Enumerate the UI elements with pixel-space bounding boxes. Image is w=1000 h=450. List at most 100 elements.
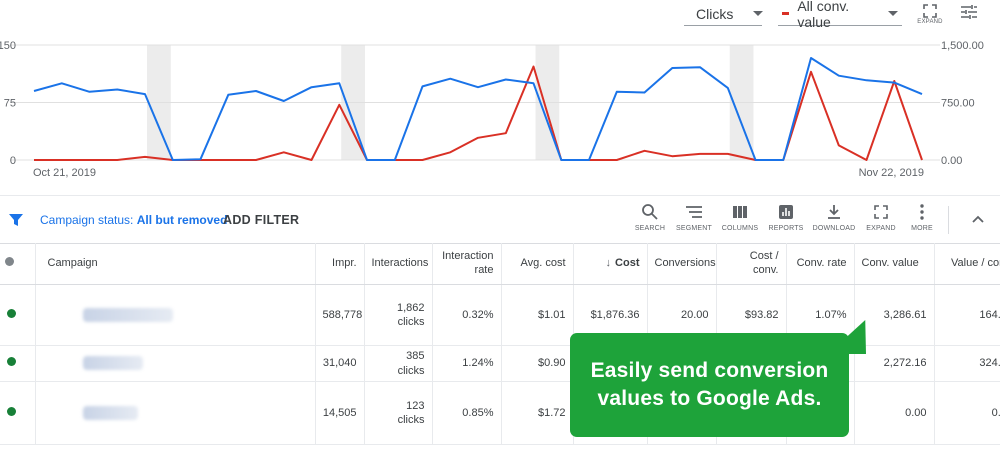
- toolbar-divider: [948, 206, 949, 234]
- avg-cost-cell: $0.90: [501, 345, 574, 382]
- secondary-metric-swatch: [782, 12, 790, 15]
- redacted-campaign-name: [82, 405, 138, 420]
- interactions-cell: 123 clicks: [364, 381, 433, 445]
- interactions-cell: 1,862 clicks: [364, 284, 433, 346]
- y-right-tick-label: 750.00: [941, 98, 975, 110]
- segment-icon: [686, 206, 702, 218]
- download-button[interactable]: DOWNLOAD: [812, 203, 856, 239]
- primary-metric-label: Clicks: [696, 5, 734, 22]
- value-per-conv-cell: 164.33: [934, 284, 1000, 346]
- impr-cell: 14,505: [315, 381, 365, 445]
- performance-chart-panel: Clicks All conv. value EXPAND 0 75 150 0.0…: [0, 0, 1000, 195]
- reports-icon: [779, 205, 793, 219]
- interactions-cell: 385 clicks: [364, 345, 433, 382]
- avg-cost-column-header[interactable]: Avg. cost: [501, 243, 574, 285]
- campaign-status-filter[interactable]: Campaign status: All but removed: [40, 213, 227, 227]
- reports-button[interactable]: REPORTS: [764, 203, 808, 239]
- conv-value-cell: 0.00: [854, 381, 935, 445]
- campaign-name-cell[interactable]: [35, 345, 316, 382]
- table-expand-button[interactable]: EXPAND: [859, 203, 903, 239]
- enabled-status-icon: [7, 357, 16, 367]
- redacted-campaign-name: [82, 356, 143, 371]
- reports-label: REPORTS: [768, 225, 804, 232]
- filter-icon[interactable]: [8, 212, 24, 228]
- avg-cost-cell: $1.01: [501, 284, 574, 346]
- promo-callout: Easily send conversion values to Google …: [570, 333, 849, 437]
- x-start-label: Oct 21, 2019: [33, 167, 96, 179]
- y-left-tick-label: 0: [10, 155, 16, 167]
- avg-cost-cell: $1.72: [501, 381, 574, 445]
- y-right-tick-label: 0.00: [941, 155, 962, 167]
- interactions-column-header[interactable]: Interactions: [364, 243, 433, 285]
- status-cell: [0, 284, 36, 346]
- tune-icon: [961, 5, 977, 19]
- interaction-rate-column-header[interactable]: Interaction rate: [432, 243, 502, 285]
- secondary-metric-label: All conv. value: [797, 0, 850, 30]
- chart-adjust-button[interactable]: [956, 4, 982, 30]
- secondary-metric-select[interactable]: All conv. value: [778, 0, 902, 30]
- impr-column-header[interactable]: Impr.: [315, 243, 365, 285]
- cost-per-conv-column-header[interactable]: Cost / conv.: [716, 243, 787, 285]
- interaction-rate-cell: 1.24%: [432, 345, 502, 382]
- search-icon: [642, 204, 658, 220]
- y-left-tick-label: 75: [4, 98, 16, 110]
- table-expand-label: EXPAND: [866, 225, 896, 232]
- segment-label: SEGMENT: [675, 225, 712, 232]
- series-line-clicks: [33, 57, 923, 161]
- conv-value-column-header[interactable]: Conv. value: [854, 243, 935, 285]
- sort-descending-icon: ↓: [605, 257, 612, 270]
- callout-line-1: Easily send conversion: [590, 358, 829, 382]
- chevron-up-icon[interactable]: [971, 212, 985, 226]
- x-end-label: Nov 22, 2019: [859, 167, 924, 179]
- chart-expand-button[interactable]: EXPAND: [917, 4, 943, 30]
- chart-expand-label: EXPAND: [917, 19, 943, 25]
- download-label: DOWNLOAD: [812, 225, 856, 232]
- conv-value-cell: 2,272.16: [854, 345, 935, 382]
- cost-header-label: Cost: [615, 257, 640, 270]
- interactions-unit: clicks: [397, 414, 425, 426]
- filter-status-value: All but removed: [136, 213, 228, 227]
- columns-label: COLUMNS: [721, 225, 759, 232]
- status-dot-icon: [5, 257, 14, 267]
- segment-button[interactable]: SEGMENT: [672, 203, 716, 239]
- interactions-count: 1,862: [396, 301, 425, 314]
- primary-metric-select[interactable]: Clicks: [684, 2, 764, 26]
- conversions-column-header[interactable]: Conversions: [647, 243, 717, 285]
- y-left-tick-label: 150: [0, 40, 16, 52]
- add-filter-button[interactable]: ADD FILTER: [223, 213, 300, 227]
- interaction-rate-cell: 0.85%: [432, 381, 502, 445]
- campaign-name-cell[interactable]: [35, 284, 316, 346]
- filter-toolbar: Campaign status: All but removed ADD FIL…: [0, 195, 1000, 243]
- callout-line-2: values to Google Ads.: [597, 387, 822, 410]
- redacted-campaign-name: [82, 307, 173, 322]
- value-per-conv-cell: 0.00: [934, 381, 1000, 445]
- columns-icon: [733, 206, 747, 218]
- interactions-count: 385: [406, 350, 425, 363]
- enabled-status-icon: [7, 406, 16, 416]
- chevron-down-icon: [888, 11, 898, 16]
- fullscreen-icon: [874, 205, 888, 219]
- cost-column-header[interactable]: ↓ Cost: [573, 243, 648, 285]
- filter-status-prefix: Campaign status:: [40, 213, 137, 227]
- interactions-unit: clicks: [397, 316, 425, 328]
- columns-button[interactable]: COLUMNS: [718, 203, 762, 239]
- enabled-status-icon: [7, 308, 16, 318]
- search-label: SEARCH: [634, 225, 666, 232]
- more-vert-icon: [920, 204, 924, 220]
- status-column-header[interactable]: [0, 243, 36, 285]
- interactions-count: 123: [406, 399, 425, 412]
- conv-rate-column-header[interactable]: Conv. rate: [786, 243, 855, 285]
- more-button[interactable]: MORE: [900, 203, 944, 239]
- impr-cell: 31,040: [315, 345, 365, 382]
- line-chart: 0 75 150 0.00 750.00 1,500.00 Oct 21, 2019 No…: [0, 40, 984, 179]
- table-header-row: Campaign Impr. Interactions Interaction …: [0, 243, 1000, 285]
- value-per-conv-column-header[interactable]: Value / conv.: [934, 243, 1000, 285]
- campaign-name-cell[interactable]: [35, 381, 316, 445]
- campaign-column-header[interactable]: Campaign: [35, 243, 316, 285]
- impr-cell: 588,778: [315, 284, 365, 346]
- value-per-conv-cell: 324.59: [934, 345, 1000, 382]
- download-icon: [828, 205, 840, 219]
- status-cell: [0, 345, 36, 382]
- search-button[interactable]: SEARCH: [628, 203, 672, 239]
